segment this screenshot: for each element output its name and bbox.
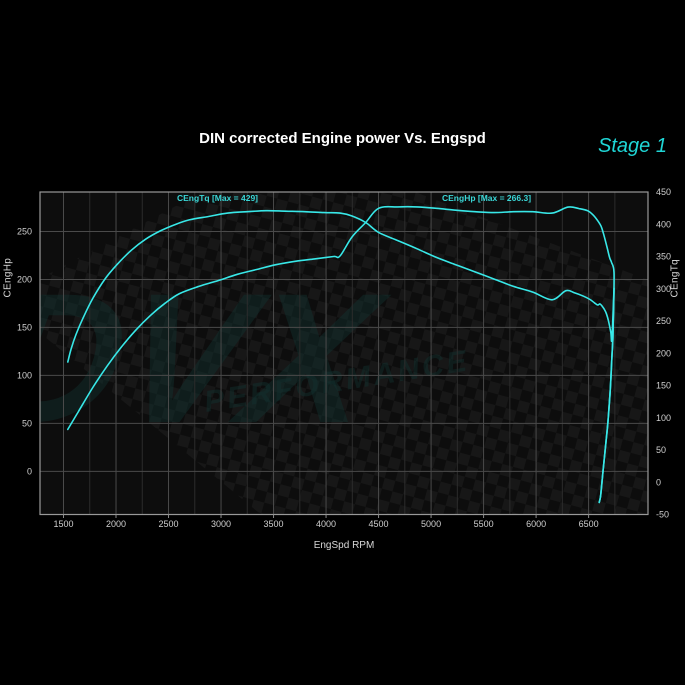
svg-text:2500: 2500 bbox=[159, 519, 179, 529]
svg-text:4000: 4000 bbox=[316, 519, 336, 529]
svg-text:50: 50 bbox=[656, 445, 666, 455]
svg-text:100: 100 bbox=[17, 370, 32, 380]
svg-text:0: 0 bbox=[656, 477, 661, 487]
svg-text:100: 100 bbox=[656, 413, 671, 423]
svg-text:150: 150 bbox=[656, 381, 671, 391]
svg-text:3000: 3000 bbox=[211, 519, 231, 529]
svg-text:200: 200 bbox=[656, 348, 671, 358]
svg-text:200: 200 bbox=[17, 274, 32, 284]
svg-text:300: 300 bbox=[656, 284, 671, 294]
svg-text:CEngHp [Max = 266.3]: CEngHp [Max = 266.3] bbox=[442, 193, 531, 203]
svg-text:CEngTq [Max = 429]: CEngTq [Max = 429] bbox=[177, 193, 258, 203]
svg-text:0: 0 bbox=[27, 466, 32, 476]
svg-text:1500: 1500 bbox=[53, 519, 73, 529]
svg-text:4500: 4500 bbox=[369, 519, 389, 529]
svg-text:5500: 5500 bbox=[474, 519, 494, 529]
svg-text:150: 150 bbox=[17, 322, 32, 332]
svg-text:350: 350 bbox=[656, 252, 671, 262]
svg-text:3500: 3500 bbox=[264, 519, 284, 529]
svg-text:50: 50 bbox=[22, 418, 32, 428]
svg-text:5000: 5000 bbox=[421, 519, 441, 529]
svg-text:6500: 6500 bbox=[579, 519, 599, 529]
svg-text:250: 250 bbox=[656, 316, 671, 326]
svg-text:6000: 6000 bbox=[526, 519, 546, 529]
svg-text:250: 250 bbox=[17, 226, 32, 236]
svg-text:450: 450 bbox=[656, 187, 671, 197]
svg-text:-50: -50 bbox=[656, 510, 669, 520]
svg-text:2000: 2000 bbox=[106, 519, 126, 529]
svg-text:400: 400 bbox=[656, 219, 671, 229]
